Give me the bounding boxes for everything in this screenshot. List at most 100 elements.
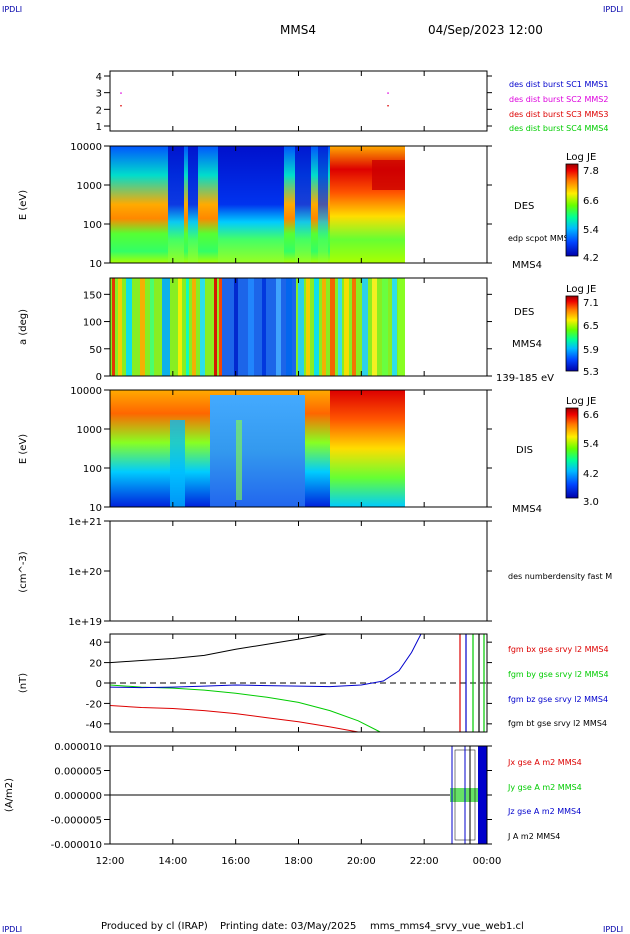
des-pitch-species: DES	[514, 307, 534, 318]
des-pitch-stripe-6	[178, 278, 182, 376]
des-pitch-stripe-11	[219, 278, 222, 376]
des-pitch-stripe-2	[126, 278, 132, 376]
current-legend-jy: Jy gse A m2 MMS4	[507, 783, 582, 792]
panel-burst-frame	[109, 70, 488, 132]
density-ylabel: (cm^-3)	[18, 551, 29, 592]
bfield-legend-bx: fgm bx gse srvy l2 MMS4	[508, 645, 609, 654]
time-tick-label-0: 12:00	[96, 856, 125, 867]
dis-energy-ytick-label-2: 1000	[77, 425, 102, 436]
des-energy-dropout-2	[188, 146, 198, 263]
des-pitch-stripe-20	[314, 278, 319, 376]
des-energy-cbar-title: Log JE	[566, 152, 596, 163]
des-pitch-stripe-25	[352, 278, 356, 376]
des-energy-ytick-label-1: 100	[83, 220, 102, 231]
des-pitch-stripe-17	[286, 278, 292, 376]
des-pitch-stripe-18	[298, 278, 304, 376]
density-ytick-label-2: 1e+21	[68, 517, 102, 528]
bfield-ytick-label-0: -40	[86, 720, 102, 731]
panel-burst: 1 2 3 4 des dist burst SC1 MMS1 des dist bu…	[96, 70, 608, 133]
des-energy-ytick-label-3: 10000	[70, 142, 102, 153]
time-tick-label-4: 20:00	[347, 856, 376, 867]
des-pitch-stripe-0	[112, 278, 115, 376]
des-pitch-ytick-label-0: 0	[96, 372, 102, 383]
density-ytick-label-0: 1e+19	[68, 617, 102, 628]
des-pitch-stripe-23	[338, 278, 342, 376]
dis-energy-cbar-tick-3: 3.0	[583, 497, 599, 508]
des-pitch-colorbar	[565, 295, 579, 372]
dis-energy-ytick-label-1: 100	[83, 464, 102, 475]
des-pitch-stripe-16	[276, 278, 281, 376]
des-pitch-stripe-13	[234, 278, 238, 376]
des-energy-cbar-tick-1: 6.6	[583, 196, 599, 207]
des-pitch-stripe-14	[248, 278, 254, 376]
des-pitch-stripe-19	[306, 278, 310, 376]
corner-label-top-left: IPDLI	[2, 5, 22, 14]
current-ytick-label-0: -0.000010	[51, 840, 102, 851]
des-pitch-cbar-tick-3: 5.3	[583, 367, 599, 378]
current-ytick-label-4: 0.000010	[54, 742, 102, 753]
burst-legend-sc4: des dist burst SC4 MMS4	[509, 124, 608, 133]
panel-dis-energy: 10 100 1000 10000 E (eV) DIS MMS4 Log JE 6.…	[18, 386, 599, 515]
density-legend: des numberdensity fast M	[508, 572, 612, 581]
des-energy-sc-label: MMS4	[512, 260, 542, 271]
des-pitch-stripe-8	[192, 278, 196, 376]
dis-energy-hot-region	[330, 390, 405, 507]
corner-label-bottom-right: IPDLI	[603, 925, 623, 934]
footer-script-name: mms_mms4_srvy_vue_web1.cl	[370, 921, 524, 932]
bfield-legend-bz: fgm bz gse srvy l2 MMS4	[508, 695, 608, 704]
des-pitch-cbar-tick-1: 6.5	[583, 321, 599, 332]
date-title: 04/Sep/2023 12:00	[428, 23, 543, 37]
des-pitch-stripe-29	[392, 278, 397, 376]
dis-energy-ylabel: E (eV)	[18, 434, 29, 464]
bfield-legend-bt: fgm bt gse srvy l2 MMS4	[508, 719, 607, 728]
des-pitch-cbar-title: Log JE	[566, 284, 596, 295]
burst-point-3	[387, 105, 389, 107]
bfield-line-black	[109, 633, 327, 664]
current-ytick-label-2: 0.000000	[54, 791, 102, 802]
burst-ytick-label-1: 2	[96, 105, 102, 116]
dis-energy-sc-label: MMS4	[512, 504, 542, 515]
dis-energy-streak	[236, 420, 242, 500]
dis-energy-ytick-label-0: 10	[89, 503, 102, 514]
density-frame	[109, 520, 488, 622]
des-energy-scpot-label: edp scpot MMS4	[508, 234, 574, 243]
des-pitch-stripe-15	[262, 278, 266, 376]
des-pitch-stripe-12	[222, 278, 296, 376]
burst-point-1	[120, 105, 122, 107]
time-axis: 12:00 14:00 16:00 18:00 20:00 22:00 00:00	[96, 71, 502, 867]
panel-bfield: -40 -20 0 20 40 (nT) fgm bx gse srvy l2 MMS4…	[18, 633, 609, 733]
des-pitch-stripe-24	[344, 278, 349, 376]
bfield-ytick-label-3: 20	[89, 659, 102, 670]
des-pitch-stripe-26	[362, 278, 368, 376]
time-tick-label-2: 16:00	[221, 856, 250, 867]
corner-label-top-right: IPDLI	[603, 5, 623, 14]
time-tick-label-6: 00:00	[473, 856, 502, 867]
dis-energy-ytick-label-3: 10000	[70, 386, 102, 397]
dis-energy-cbar-tick-2: 4.2	[583, 469, 599, 480]
bfield-ytick-label-4: 40	[89, 638, 102, 649]
des-energy-cbar-tick-2: 5.4	[583, 225, 599, 236]
des-energy-dropout-5	[318, 146, 328, 263]
bfield-ytick-label-1: -20	[86, 699, 102, 710]
des-pitch-stripe-4	[150, 278, 154, 376]
bfield-legend-by: fgm by gse srvy l2 MMS4	[508, 670, 609, 679]
current-legend-jx: Jx gse A m2 MMS4	[507, 758, 582, 767]
time-tick-label-3: 18:00	[284, 856, 313, 867]
des-pitch-sc-label: MMS4	[512, 339, 542, 350]
panel-des-energy: 10 100 1000 10000 E (eV) DES edp scpot MMS4…	[18, 142, 599, 271]
des-pitch-stripe-27	[372, 278, 377, 376]
dis-energy-colorbar	[565, 407, 579, 499]
des-energy-cbar-tick-3: 4.2	[583, 253, 599, 264]
burst-ytick-label-3: 4	[96, 72, 102, 83]
des-energy-dropout-1	[168, 146, 184, 263]
des-pitch-cbar-tick-0: 7.1	[583, 298, 599, 309]
des-energy-species: DES	[514, 201, 534, 212]
panel-current: -0.000010 -0.000005 0.000000 0.000005 0.0000…	[4, 742, 582, 851]
dis-energy-cbar-tick-0: 6.6	[583, 410, 599, 421]
current-ytick-label-3: 0.000005	[54, 767, 102, 778]
des-pitch-stripe-10	[214, 278, 217, 376]
current-burst-blue	[478, 746, 487, 844]
des-energy-ytick-label-0: 10	[89, 259, 102, 270]
des-pitch-energy-range: 139-185 eV	[496, 373, 554, 384]
